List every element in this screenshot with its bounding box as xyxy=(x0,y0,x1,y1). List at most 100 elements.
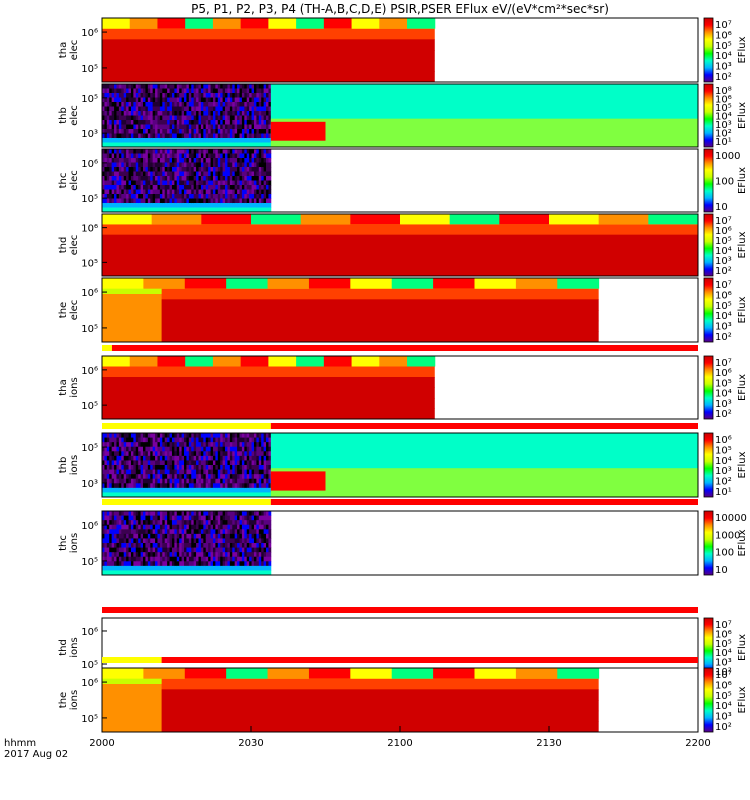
noise-cell xyxy=(102,483,105,489)
noise-cell xyxy=(198,149,202,154)
noise-cell xyxy=(266,176,269,181)
noise-cell xyxy=(251,102,255,107)
noise-cell xyxy=(179,552,183,558)
noise-cell xyxy=(220,180,224,186)
noise-cell xyxy=(133,469,137,475)
noise-cell xyxy=(162,451,166,457)
noise-cell xyxy=(193,451,197,457)
noise-cell xyxy=(215,167,219,172)
colorbar-tick-label: 10⁶ xyxy=(715,435,732,446)
x-tick-label: 2200 xyxy=(685,738,710,749)
noise-cell xyxy=(198,543,202,548)
noise-cell xyxy=(268,97,272,103)
noise-cell xyxy=(193,570,197,576)
noise-cell xyxy=(241,565,245,571)
noise-cell xyxy=(222,570,226,576)
noise-cell xyxy=(205,533,209,539)
noise-cell xyxy=(152,129,156,134)
noise-cell xyxy=(102,442,105,448)
noise-cell xyxy=(244,106,248,112)
panel-ylabel: thbelec xyxy=(58,105,80,126)
noise-cell xyxy=(176,106,180,112)
noise-cell xyxy=(225,524,228,530)
noise-cell xyxy=(193,120,197,125)
noise-cell xyxy=(266,442,269,448)
noise-cell xyxy=(157,469,161,475)
noise-cell xyxy=(237,97,240,103)
noise-cell xyxy=(167,524,170,530)
noise-cell xyxy=(215,492,219,498)
noise-cell xyxy=(215,180,219,186)
noise-cell xyxy=(222,198,226,204)
noise-cell xyxy=(167,207,170,213)
colorbar-tick-label: 10⁷ xyxy=(715,280,732,291)
noise-cell xyxy=(198,455,202,461)
noise-cell xyxy=(217,487,221,493)
noise-cell xyxy=(152,153,156,159)
noise-cell xyxy=(210,446,214,452)
noise-cell xyxy=(253,547,257,553)
noise-cell xyxy=(246,158,250,163)
panel-ylabel-line2: elec xyxy=(69,235,80,256)
noise-cell xyxy=(130,538,134,544)
noise-cell xyxy=(212,93,216,98)
noise-cell xyxy=(217,133,221,139)
noise-cell xyxy=(150,203,154,208)
noise-cell xyxy=(241,115,245,121)
noise-cell xyxy=(220,133,224,139)
noise-cell xyxy=(241,469,245,475)
noise-cell xyxy=(203,547,207,553)
noise-cell xyxy=(164,129,168,134)
noise-cell xyxy=(143,162,146,168)
noise-cell xyxy=(234,433,238,438)
noise-cell xyxy=(208,465,211,470)
noise-cell xyxy=(232,167,236,172)
noise-cell xyxy=(155,142,158,148)
noise-cell xyxy=(208,565,211,571)
flag-yellow-segment xyxy=(102,345,112,351)
noise-cell xyxy=(159,442,163,448)
noise-cell xyxy=(130,529,134,535)
noise-cell xyxy=(130,133,134,139)
noise-cell xyxy=(205,538,209,544)
noise-cell xyxy=(152,533,156,539)
noise-cell xyxy=(147,547,151,553)
noise-cell xyxy=(205,451,209,457)
noise-cell xyxy=(193,433,197,438)
noise-cell xyxy=(220,460,224,466)
noise-cell xyxy=(193,529,197,535)
noise-cell xyxy=(217,520,221,526)
noise-cell xyxy=(225,515,228,521)
figure-title: P5, P1, P2, P3, P4 (TH-A,B,C,D,E) PSIR,P… xyxy=(191,2,609,16)
noise-cell xyxy=(111,207,115,213)
noise-cell xyxy=(104,565,108,571)
noise-cell xyxy=(171,492,175,498)
noise-cell xyxy=(256,469,260,475)
noise-cell xyxy=(109,511,113,516)
noise-cell xyxy=(208,487,211,493)
noise-cell xyxy=(241,487,245,493)
noise-cell xyxy=(229,176,233,181)
noise-cell xyxy=(135,451,139,457)
noise-cell xyxy=(128,538,132,544)
noise-cell xyxy=(234,176,238,181)
noise-cell xyxy=(239,142,243,148)
noise-cell xyxy=(123,474,127,480)
noise-cell xyxy=(150,570,154,576)
noise-cell xyxy=(143,88,146,94)
noise-cell xyxy=(123,487,127,493)
noise-cell xyxy=(239,97,243,103)
noise-cell xyxy=(237,570,240,576)
noise-cell xyxy=(128,93,132,98)
noise-cell xyxy=(176,203,180,208)
noise-cell xyxy=(140,474,144,480)
noise-cell xyxy=(114,437,117,443)
noise-cell xyxy=(171,207,175,213)
noise-cell xyxy=(167,543,170,548)
noise-cell xyxy=(210,511,214,516)
noise-cell xyxy=(181,455,185,461)
noise-cell xyxy=(181,167,185,172)
noise-cell xyxy=(220,487,224,493)
noise-cell xyxy=(104,483,108,489)
